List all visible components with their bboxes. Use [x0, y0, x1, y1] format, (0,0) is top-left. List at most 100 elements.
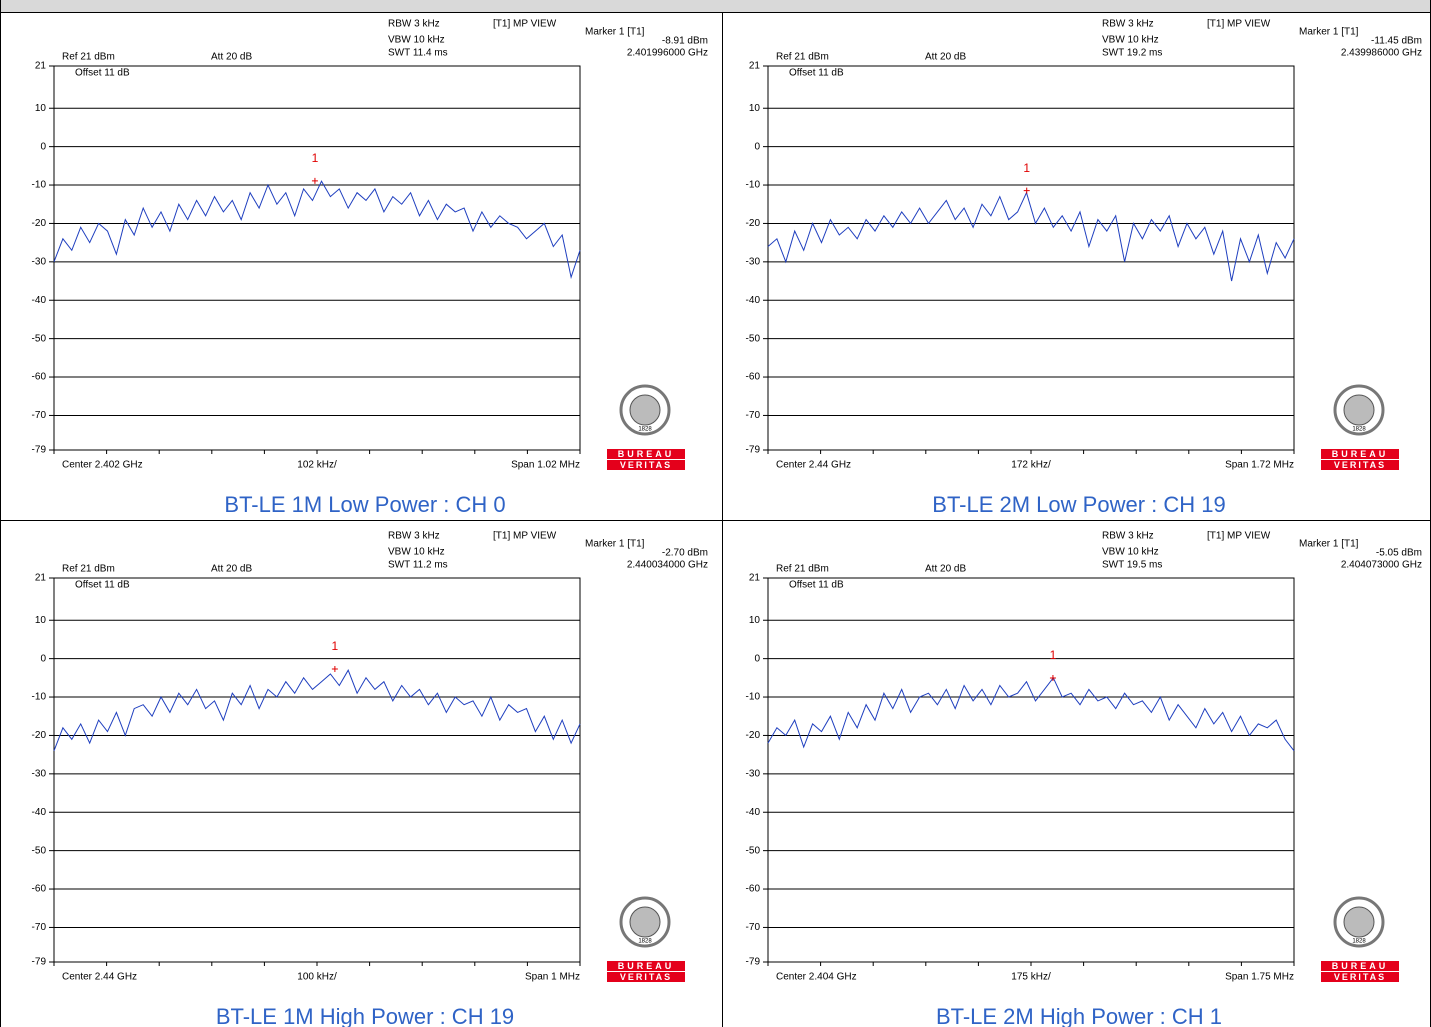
y-tick-label: -20	[746, 730, 761, 741]
y-tick-label: -50	[746, 333, 761, 344]
y-tick-label: -30	[746, 256, 761, 267]
marker-title: Marker 1 [T1]	[585, 539, 645, 550]
y-tick-label: -70	[32, 922, 47, 933]
marker-level: -2.70 dBm	[662, 548, 708, 559]
logo-top: BUREAU	[1332, 449, 1389, 459]
vbw: VBW 10 kHz	[388, 547, 445, 558]
freq-per-div: 175 kHz/	[1011, 972, 1051, 983]
marker-title: Marker 1 [T1]	[1299, 27, 1359, 38]
logo-bottom: VERITAS	[1334, 460, 1386, 470]
trace-label: [T1] MP VIEW	[493, 19, 557, 30]
span: Span 1.75 MHz	[1225, 972, 1294, 983]
span: Span 1 MHz	[525, 972, 580, 983]
marker-freq: 2.401996000 GHz	[627, 48, 708, 59]
rbw: RBW 3 kHz	[1102, 19, 1154, 30]
logo-top: BUREAU	[618, 449, 675, 459]
trace	[53, 669, 581, 751]
swt: SWT 11.4 ms	[388, 48, 448, 59]
marker-freq: 2.439986000 GHz	[1341, 48, 1422, 59]
center-freq: Center 2.404 GHz	[776, 972, 857, 983]
y-tick-label: -10	[32, 692, 47, 703]
logo-year: 1828	[1352, 427, 1366, 433]
y-tick-label: -40	[32, 295, 47, 306]
logo-box-bottom	[1321, 460, 1399, 470]
swt: SWT 11.2 ms	[388, 560, 448, 571]
offset: Offset 11 dB	[789, 580, 844, 591]
ref-level: Ref 21 dBm	[62, 52, 115, 63]
y-tick-label: -40	[746, 807, 761, 818]
vbw: VBW 10 kHz	[1102, 547, 1159, 558]
y-tick-label: -60	[32, 884, 47, 895]
freq-per-div: 102 kHz/	[297, 460, 337, 471]
center-freq: Center 2.44 GHz	[62, 972, 137, 983]
chart-panel: RBW 3 kHz VBW 10 kHz SWT 19.5 ms [T1] MP VI…	[746, 531, 1422, 1027]
y-tick-label: -60	[746, 372, 761, 383]
logo-year: 1828	[638, 427, 652, 433]
logo-box-bottom	[1321, 972, 1399, 982]
y-tick-label: 0	[754, 141, 760, 152]
y-tick-label: 0	[40, 141, 46, 152]
y-tick-label: -60	[746, 884, 761, 895]
logo-top: BUREAU	[1332, 961, 1389, 971]
logo-seal-inner	[629, 906, 661, 938]
caption: BT-LE 1M Low Power : CH 0	[224, 492, 505, 517]
marker-freq: 2.404073000 GHz	[1341, 560, 1422, 571]
logo-box-bottom	[607, 972, 685, 982]
caption: BT-LE 2M Low Power : CH 19	[932, 492, 1225, 517]
marker-title: Marker 1 [T1]	[1299, 539, 1359, 550]
logo-seal-inner	[1343, 906, 1375, 938]
attenuation: Att 20 dB	[925, 564, 966, 575]
y-tick-label: -20	[746, 218, 761, 229]
header-strip	[0, 0, 1431, 12]
y-tick-label: 10	[35, 615, 47, 626]
trace-label: [T1] MP VIEW	[493, 531, 557, 542]
vbw: VBW 10 kHz	[388, 35, 445, 46]
plot-frame	[767, 577, 1295, 963]
attenuation: Att 20 dB	[211, 52, 252, 63]
y-tick-label: -10	[746, 180, 761, 191]
freq-per-div: 100 kHz/	[297, 972, 337, 983]
marker-level: -8.91 dBm	[662, 36, 708, 47]
marker	[1049, 675, 1056, 682]
trace	[53, 180, 581, 280]
offset: Offset 11 dB	[75, 580, 130, 591]
y-tick-label: -10	[32, 180, 47, 191]
logo-year: 1828	[638, 939, 652, 945]
y-tick-label: -70	[32, 410, 47, 421]
y-tick-label: -50	[32, 333, 47, 344]
center-freq: Center 2.44 GHz	[776, 460, 851, 471]
y-tick-label: -30	[32, 768, 47, 779]
y-tick-label: -40	[746, 295, 761, 306]
y-tick-label: 0	[754, 653, 760, 664]
y-tick-label: 10	[749, 103, 761, 114]
rbw: RBW 3 kHz	[388, 19, 440, 30]
ref-level: Ref 21 dBm	[776, 52, 829, 63]
y-tick-label: 21	[35, 573, 47, 584]
logo-year: 1828	[1352, 939, 1366, 945]
plot-frame	[53, 65, 581, 451]
y-tick-label: 21	[749, 61, 761, 72]
swt: SWT 19.5 ms	[1102, 560, 1162, 571]
marker	[311, 177, 318, 184]
trace-label: [T1] MP VIEW	[1207, 19, 1271, 30]
span: Span 1.02 MHz	[511, 460, 580, 471]
y-tick-label: -30	[32, 256, 47, 267]
plot-frame	[53, 577, 581, 963]
marker-freq: 2.440034000 GHz	[627, 560, 708, 571]
logo-box-top	[607, 961, 685, 971]
chart-panel: RBW 3 kHz VBW 10 kHz SWT 19.2 ms [T1] MP VI…	[746, 19, 1422, 517]
swt: SWT 19.2 ms	[1102, 48, 1162, 59]
y-tick-label: 0	[40, 653, 46, 664]
marker-label: 1	[312, 151, 319, 165]
plot-frame	[767, 65, 1295, 451]
y-tick-label: -20	[32, 730, 47, 741]
chart-panel: RBW 3 kHz VBW 10 kHz SWT 11.4 ms [T1] MP VI…	[32, 19, 708, 517]
attenuation: Att 20 dB	[925, 52, 966, 63]
y-tick-label: -50	[746, 845, 761, 856]
rbw: RBW 3 kHz	[388, 531, 440, 542]
marker-title: Marker 1 [T1]	[585, 27, 645, 38]
y-tick-label: -79	[746, 445, 761, 456]
y-tick-label: 10	[35, 103, 47, 114]
ref-level: Ref 21 dBm	[776, 564, 829, 575]
y-tick-label: 21	[749, 573, 761, 584]
